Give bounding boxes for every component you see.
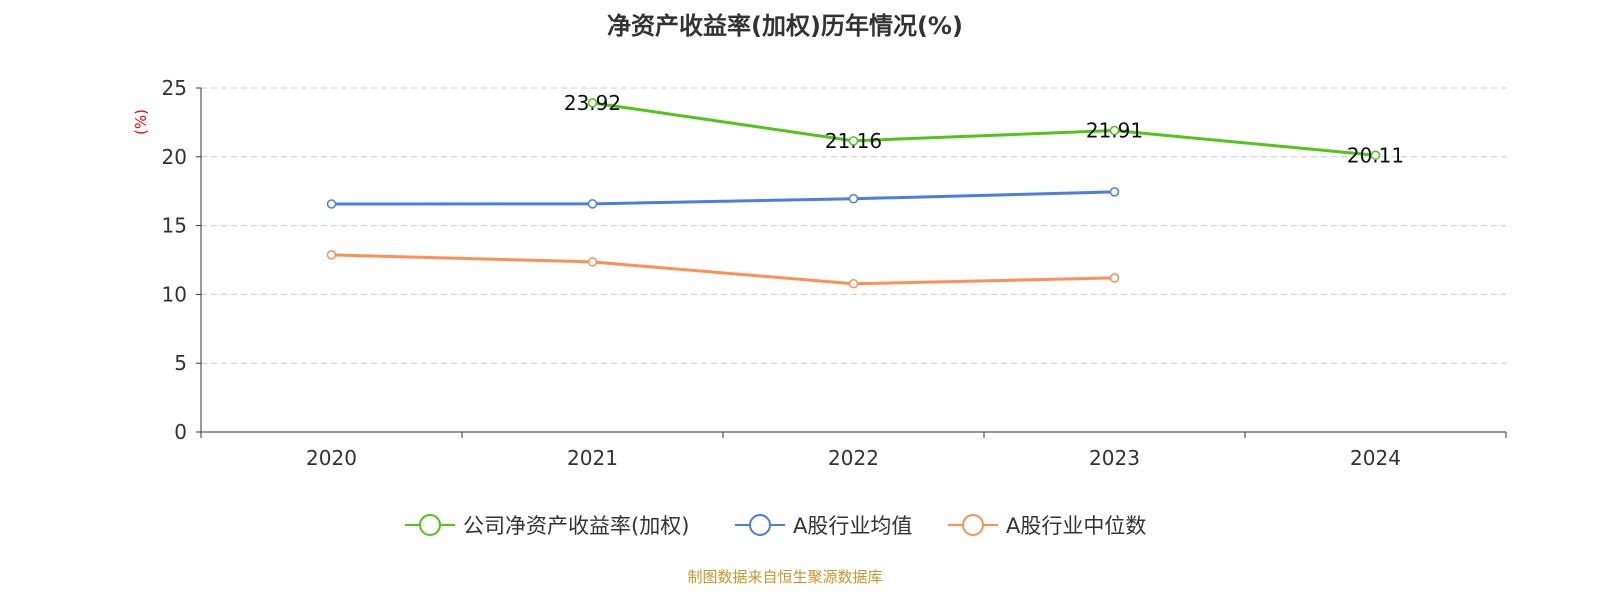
data-label: 21.16: [825, 129, 882, 153]
legend-label: 公司净资产收益率(加权): [463, 514, 689, 538]
legend-marker: [419, 514, 441, 536]
y-tick-label: 5: [174, 351, 187, 375]
data-label: 23.92: [564, 91, 621, 115]
data-point: [848, 136, 859, 146]
data-point: [1109, 125, 1120, 136]
series-line: [331, 253, 1115, 286]
chart-title: 净资产收益率(加权)历年情况(%): [607, 12, 963, 40]
data-point: [1109, 187, 1120, 197]
x-tick-label: 2022: [828, 446, 879, 470]
legend-marker: [962, 514, 984, 536]
legend-label: A股行业均值: [793, 514, 912, 538]
data-point: [326, 199, 337, 209]
y-tick-label: 0: [174, 420, 187, 444]
data-label: 20.11: [1347, 143, 1404, 167]
data-point: [848, 279, 859, 289]
data-point: [1109, 273, 1120, 283]
legend-marker: [749, 514, 771, 536]
x-tick-label: 2021: [567, 446, 618, 470]
data-point: [1370, 150, 1381, 161]
y-tick-label: 10: [162, 282, 187, 306]
source-note: 制图数据来自恒生聚源数据库: [687, 568, 883, 586]
y-tick-label: 15: [162, 214, 187, 238]
series-line: [592, 101, 1376, 157]
series-line: [331, 190, 1115, 206]
x-tick-label: 2024: [1350, 446, 1401, 470]
data-label: 21.91: [1086, 119, 1143, 143]
data-point: [587, 199, 598, 209]
legend-label: A股行业中位数: [1006, 514, 1146, 538]
data-point: [587, 98, 598, 108]
x-tick-label: 2023: [1089, 446, 1140, 470]
x-tick-label: 2020: [306, 446, 357, 470]
y-tick-label: 25: [162, 76, 187, 100]
data-point: [587, 257, 598, 267]
y-tick-label: 20: [162, 145, 187, 169]
data-point: [326, 250, 337, 260]
data-point: [848, 194, 859, 204]
y-axis-label: (%): [132, 109, 150, 135]
